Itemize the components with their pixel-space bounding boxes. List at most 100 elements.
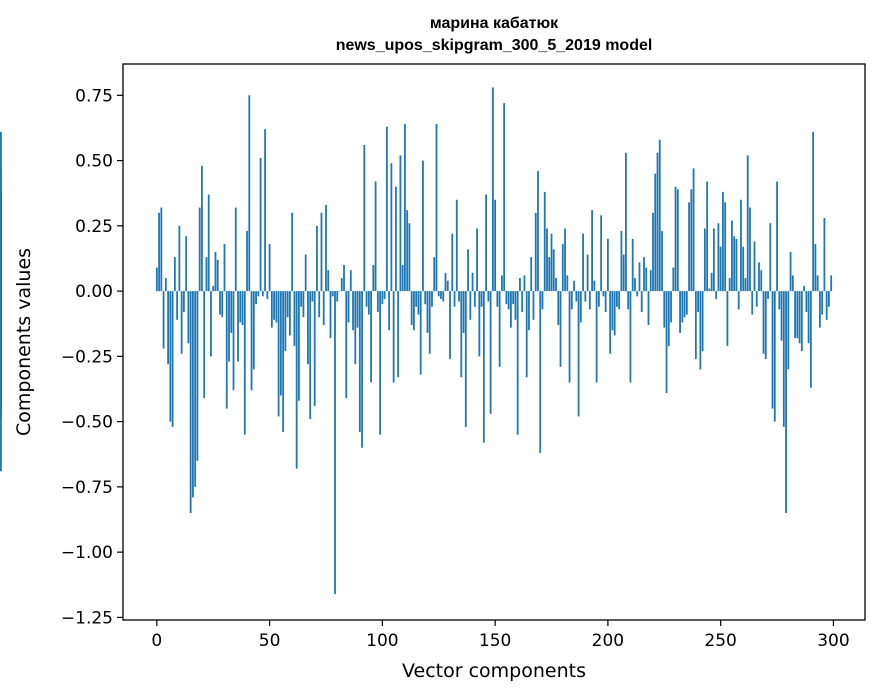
bar-194 (593, 280, 596, 292)
bar-202 (611, 291, 614, 331)
bar-264 (751, 291, 754, 315)
bar-133 (455, 199, 458, 292)
bar-167 (532, 291, 535, 320)
bar-174 (548, 257, 551, 292)
bar-244 (706, 181, 709, 292)
bar-280 (787, 291, 790, 370)
bar-234 (683, 291, 686, 318)
bar-undefined (0, 131, 2, 292)
bar-284 (796, 291, 799, 339)
bar-85 (347, 291, 350, 323)
x-tick-label: 0 (151, 631, 162, 651)
bar-254 (728, 278, 731, 292)
bar-273 (771, 291, 774, 409)
bar-291 (812, 131, 815, 292)
bar-214 (638, 262, 641, 292)
bar-69 (311, 291, 314, 302)
bar-256 (733, 236, 736, 292)
bar-36 (237, 291, 239, 362)
bar-72 (318, 291, 321, 318)
bar-13 (185, 236, 188, 292)
bar-105 (392, 291, 395, 383)
bar-269 (762, 291, 765, 354)
y-tick-label: −0.25 (61, 347, 113, 367)
bar-14 (187, 291, 190, 344)
bar-164 (525, 291, 528, 378)
bar-183 (568, 291, 571, 383)
bar-161 (519, 278, 521, 292)
bar-17 (194, 291, 197, 487)
bar-193 (591, 210, 593, 292)
bar-3 (162, 291, 165, 349)
bar-60 (291, 212, 294, 292)
bar-189 (582, 233, 584, 292)
bar-237 (690, 189, 693, 292)
bar-151 (496, 291, 499, 307)
bar-undefined (0, 220, 2, 292)
bar-55 (279, 291, 282, 396)
bar-204 (616, 291, 618, 307)
bar-74 (322, 291, 325, 326)
bar-203 (613, 291, 616, 336)
bar-239 (694, 291, 697, 359)
bar-130 (449, 291, 451, 359)
bar-289 (807, 291, 810, 344)
bar-57 (284, 291, 287, 352)
bar-236 (688, 202, 690, 292)
bar-271 (767, 291, 769, 299)
bar-102 (385, 126, 388, 292)
bar-187 (577, 291, 580, 417)
bar-297 (825, 291, 828, 320)
bar-94 (367, 291, 370, 315)
bar-263 (749, 207, 751, 292)
bar-162 (521, 291, 524, 312)
bar-121 (428, 291, 431, 354)
bar-24 (210, 291, 212, 357)
y-axis-ticks: 0.75 0.50 0.25 0.00 −0.25 −0.50 −0.75 −1.00 −1.2… (61, 86, 123, 628)
bar-163 (523, 275, 526, 292)
bar-47 (261, 291, 264, 297)
bar-268 (760, 270, 763, 292)
bar-210 (629, 291, 632, 383)
bar-282 (791, 275, 794, 292)
bar-27 (216, 259, 219, 292)
bar-79 (334, 291, 336, 594)
bar-191 (586, 254, 589, 292)
bar-87 (352, 291, 354, 331)
bar-107 (397, 291, 400, 378)
bar-257 (735, 238, 738, 292)
bar-195 (595, 291, 598, 383)
bar-141 (473, 291, 476, 307)
bar-188 (579, 291, 582, 323)
bar-1 (158, 212, 160, 292)
bar-31 (225, 291, 228, 409)
bar-113 (410, 291, 413, 326)
bar-159 (514, 291, 517, 320)
bar-138 (467, 249, 469, 292)
bar-88 (354, 291, 357, 365)
bar-171 (541, 291, 544, 310)
bar-34 (232, 291, 235, 391)
y-tick-label: 0.50 (75, 152, 113, 172)
y-axis-label: Components values (13, 248, 35, 436)
bar-260 (742, 246, 745, 292)
bar-99 (379, 291, 381, 435)
bar-170 (539, 291, 542, 453)
bar-52 (273, 291, 275, 320)
bar-93 (365, 291, 368, 307)
bar-299 (830, 275, 833, 292)
bar-19 (198, 207, 201, 292)
bar-288 (805, 291, 808, 312)
bar-7 (171, 291, 174, 427)
bar-290 (809, 291, 812, 388)
bar-111 (406, 210, 409, 292)
bar-68 (309, 291, 312, 420)
bar-106 (394, 186, 397, 292)
bar-294 (818, 291, 821, 328)
bar-154 (503, 103, 506, 292)
bar-287 (803, 285, 805, 292)
bar-18 (196, 291, 199, 461)
bar-40 (246, 231, 248, 292)
bar-5 (167, 291, 169, 365)
